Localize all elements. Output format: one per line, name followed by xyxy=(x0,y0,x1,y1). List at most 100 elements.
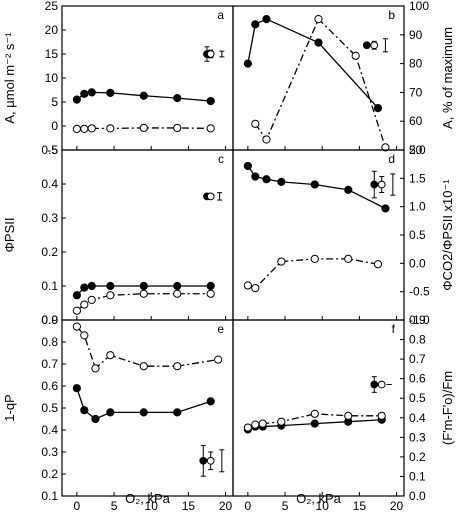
series-line xyxy=(247,258,379,289)
data-point-filled xyxy=(139,408,148,417)
y-tick-label: 0.8 xyxy=(41,335,58,349)
data-point-open xyxy=(344,411,353,420)
y-tick-label: 0.7 xyxy=(409,352,426,366)
data-point-open xyxy=(173,123,182,133)
y-tick-label: 25 xyxy=(45,0,59,13)
data-point-open xyxy=(87,295,96,305)
data-point-open xyxy=(80,331,89,340)
data-point-filled xyxy=(106,408,115,417)
y-tick-label: 0.0 xyxy=(409,256,426,270)
y-tick-label: 5 xyxy=(51,95,58,109)
y-tick-label: 0.3 xyxy=(41,445,58,459)
panel-c: c 0.0 0.1 0.2 0.3 0.4 0.5 ΦPSII xyxy=(2,143,234,327)
data-point-filled xyxy=(91,414,100,424)
panel-d: d -1.0 -0.5 0.0 0.5 1.0 1.5 2.0 ΦCO2/ΦPSII x10⁻¹ xyxy=(232,143,455,327)
data-point-open xyxy=(344,254,353,264)
data-point-open xyxy=(251,119,260,128)
data-point-filled xyxy=(243,161,252,171)
data-point-filled xyxy=(206,96,215,106)
data-point-open xyxy=(214,355,223,364)
y-axis-label: A, µmol m⁻² s⁻¹ xyxy=(2,32,17,124)
data-point-open xyxy=(262,135,271,144)
y-tick-label: 15 xyxy=(45,47,59,61)
data-point-open xyxy=(310,409,319,418)
y-tick-label: 10 xyxy=(45,71,59,85)
data-point-open xyxy=(206,289,215,298)
y-tick-label: 0.4 xyxy=(41,177,58,191)
x-axis-label: O₂, kPa xyxy=(296,491,342,506)
y-axis-label: 1-qP xyxy=(2,394,17,421)
x-axis-label: O₂, kPa xyxy=(125,491,171,506)
data-point-open xyxy=(243,281,252,290)
panel-letter: f xyxy=(392,322,396,336)
x-tick-label: 5 xyxy=(111,499,118,512)
data-point-open xyxy=(277,417,286,426)
y-tick-label: 0.4 xyxy=(409,411,426,425)
y-tick-label: 1.0 xyxy=(409,200,426,214)
data-point-filled xyxy=(206,397,215,406)
data-point-filled xyxy=(243,59,252,68)
x-tick-label: 20 xyxy=(390,499,404,512)
y-axis-label: (F'm-F'o)/Fm xyxy=(440,371,455,445)
data-point-filled xyxy=(139,281,148,291)
data-point-open xyxy=(80,300,89,309)
data-point-open xyxy=(277,257,286,266)
y-tick-label: 70 xyxy=(409,85,423,99)
panel-letter: b xyxy=(388,8,395,22)
data-point-filled xyxy=(80,283,89,292)
data-point-filled xyxy=(72,384,81,393)
data-point-open xyxy=(377,411,386,420)
x-tick-label: 15 xyxy=(182,499,196,512)
x-tick-label: 20 xyxy=(219,499,233,512)
y-tick-label: 90 xyxy=(409,28,423,42)
data-point-filled xyxy=(251,20,260,29)
panel-letter: a xyxy=(217,8,224,22)
y-tick-label: 80 xyxy=(409,57,423,71)
x-tick-label: 0 xyxy=(245,499,252,512)
data-point-open xyxy=(139,123,148,133)
error-bar-marker xyxy=(370,380,379,389)
y-tick-label: 0.5 xyxy=(41,143,58,157)
error-bar-marker xyxy=(206,456,215,465)
data-point-open xyxy=(251,284,260,293)
y-tick-label: 0.9 xyxy=(41,313,58,327)
error-bar-marker xyxy=(362,41,371,50)
data-point-open xyxy=(139,362,148,371)
data-point-filled xyxy=(310,419,319,428)
error-bar-marker xyxy=(206,192,215,201)
data-point-filled xyxy=(80,406,89,415)
series-line xyxy=(254,17,387,148)
x-tick-label: 5 xyxy=(282,499,289,512)
data-point-open xyxy=(72,124,81,133)
data-point-open xyxy=(72,306,81,315)
data-point-filled xyxy=(173,94,182,103)
y-tick-label: 0.7 xyxy=(41,357,58,371)
panel-letter: c xyxy=(218,152,224,166)
error-bar-marker xyxy=(370,41,379,50)
y-tick-label: 0.1 xyxy=(41,489,58,503)
error-bar-marker xyxy=(206,50,215,58)
y-tick-label: 0.1 xyxy=(41,279,58,293)
y-tick-label: 60 xyxy=(409,114,423,128)
data-point-filled xyxy=(80,89,89,98)
y-tick-label: 0.5 xyxy=(409,228,426,242)
y-tick-label: 50 xyxy=(409,143,423,157)
x-tick-label: 0 xyxy=(74,499,81,512)
panel-f: f 0 5 10 15 20 0.0 0.1 0.2 0.3 0.4 0.5 0.6 0.7 0.8 0.9 (… xyxy=(232,313,455,512)
panel-letter: d xyxy=(388,152,395,166)
data-point-filled xyxy=(72,291,81,300)
y-tick-label: 20 xyxy=(45,23,59,37)
y-tick-label: 0.2 xyxy=(409,450,426,464)
data-point-filled xyxy=(106,88,115,97)
x-tick-label: 15 xyxy=(353,499,367,512)
data-point-open xyxy=(106,351,115,360)
error-bar-marker xyxy=(377,380,386,389)
data-point-open xyxy=(139,289,148,298)
data-point-filled xyxy=(373,104,383,113)
y-tick-label: -0.5 xyxy=(409,285,430,299)
error-bar-marker xyxy=(377,180,386,189)
data-point-filled xyxy=(206,281,215,291)
data-point-filled xyxy=(310,180,319,189)
y-tick-label: 0.2 xyxy=(41,467,58,481)
